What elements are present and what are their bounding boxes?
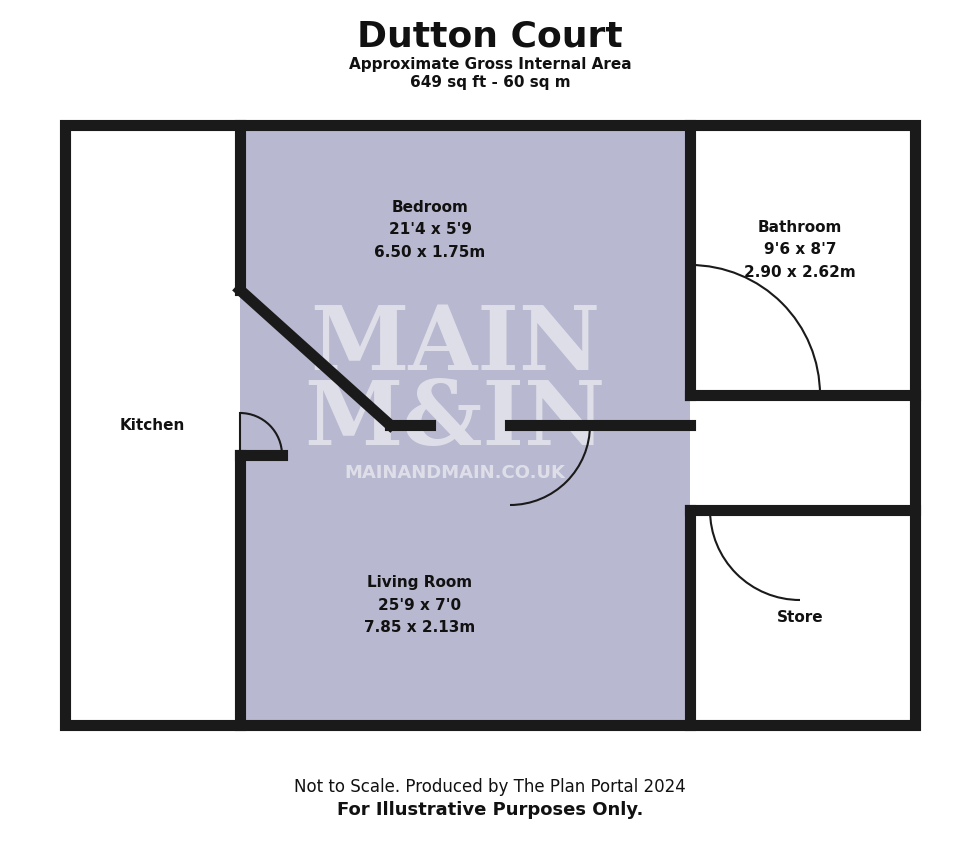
Text: MAINANDMAIN.CO.UK: MAINANDMAIN.CO.UK	[345, 464, 565, 482]
Text: Living Room
25'9 x 7'0
7.85 x 2.13m: Living Room 25'9 x 7'0 7.85 x 2.13m	[365, 575, 475, 634]
Text: Bathroom
9'6 x 8'7
2.90 x 2.62m: Bathroom 9'6 x 8'7 2.90 x 2.62m	[744, 221, 856, 280]
Text: Bedroom
21'4 x 5'9
6.50 x 1.75m: Bedroom 21'4 x 5'9 6.50 x 1.75m	[374, 200, 486, 260]
Text: MAIN: MAIN	[310, 302, 600, 388]
Text: 649 sq ft - 60 sq m: 649 sq ft - 60 sq m	[410, 75, 570, 91]
Text: Store: Store	[777, 610, 823, 626]
Text: M&IN: M&IN	[305, 376, 606, 463]
Text: Kitchen: Kitchen	[120, 417, 184, 433]
Text: Not to Scale. Produced by The Plan Portal 2024: Not to Scale. Produced by The Plan Porta…	[294, 778, 686, 796]
Bar	[65, 125, 915, 725]
Text: Approximate Gross Internal Area: Approximate Gross Internal Area	[349, 57, 631, 73]
Text: For Illustrative Purposes Only.: For Illustrative Purposes Only.	[337, 801, 643, 819]
Text: Dutton Court: Dutton Court	[357, 20, 623, 54]
Bar	[240, 125, 690, 725]
